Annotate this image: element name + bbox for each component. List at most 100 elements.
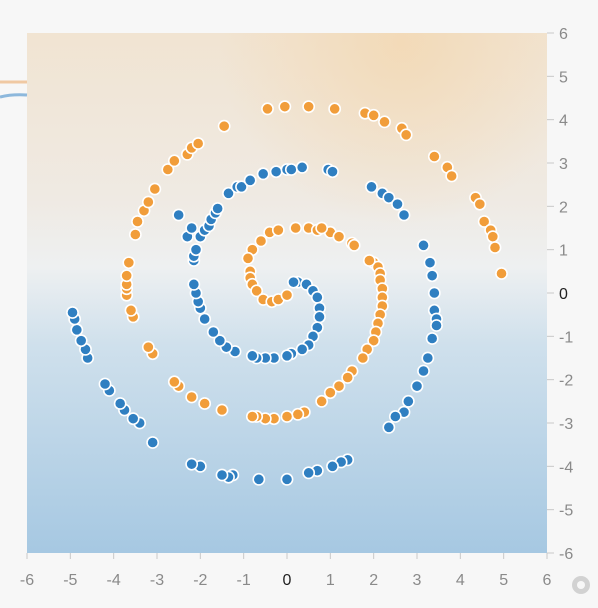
x-tick-label: -2: [193, 572, 207, 589]
decorative-line-blue: [0, 93, 28, 99]
x-tick-label: -3: [150, 572, 164, 589]
orange-data-point: [362, 254, 376, 267]
orange-data-point: [278, 100, 292, 114]
blue-data-point: [326, 165, 339, 179]
watermark: [572, 576, 590, 594]
blue-data-point: [113, 397, 127, 410]
orange-data-point: [124, 303, 138, 317]
orange-data-point: [347, 238, 361, 252]
blue-data-point: [417, 364, 430, 378]
orange-data-point: [254, 234, 268, 248]
orange-data-point: [477, 215, 491, 228]
blue-data-point: [213, 334, 227, 348]
y-tick-label: 6: [559, 26, 568, 43]
blue-data-point: [146, 436, 160, 449]
orange-data-point: [328, 102, 342, 116]
orange-data-point: [399, 128, 413, 142]
blue-data-point: [126, 412, 140, 426]
orange-data-point: [167, 154, 181, 168]
blue-data-point: [423, 256, 437, 270]
orange-data-point: [241, 251, 255, 265]
y-tick-label: -3: [559, 416, 573, 433]
y-tick-label: -5: [559, 503, 573, 520]
x-tick-label: 2: [369, 572, 378, 589]
x-axis: -6 -5 -4 -3 -2 -1 0 1 2 3 4 5 6: [20, 553, 552, 589]
x-tick-label: 0: [283, 572, 292, 589]
orange-data-point: [131, 215, 144, 228]
orange-data-point: [271, 223, 285, 237]
blue-data-point: [313, 310, 326, 324]
blue-data-point: [235, 180, 248, 194]
blue-data-point: [74, 334, 88, 348]
y-tick-label: -6: [559, 546, 573, 563]
blue-data-point: [222, 186, 235, 200]
orange-data-point: [323, 386, 337, 400]
blue-data-point: [211, 202, 225, 215]
blue-data-point: [302, 466, 316, 480]
y-tick-label: 2: [559, 199, 568, 216]
blue-data-point: [410, 379, 424, 393]
orange-data-point: [215, 403, 229, 417]
blue-data-point: [382, 420, 396, 434]
y-tick-label: 0: [559, 286, 568, 303]
orange-data-point: [302, 100, 316, 114]
orange-data-point: [141, 195, 155, 209]
orange-data-point: [245, 410, 259, 423]
blue-data-point: [365, 180, 378, 194]
blue-data-point: [185, 221, 199, 235]
blue-data-point: [172, 208, 186, 222]
blue-data-point: [185, 457, 199, 471]
orange-data-point: [280, 288, 294, 302]
orange-data-point: [261, 102, 274, 116]
orange-data-point: [161, 163, 175, 176]
blue-data-point: [70, 323, 84, 337]
wechat-logo-icon: [572, 576, 590, 594]
blue-data-point: [269, 165, 283, 179]
blue-data-point: [287, 275, 300, 289]
blue-data-point: [98, 377, 112, 391]
orange-data-point: [378, 115, 391, 129]
x-tick-label: 5: [499, 572, 508, 589]
blue-data-point: [391, 197, 404, 211]
blue-data-point: [256, 167, 270, 181]
y-tick-label: 1: [559, 243, 568, 260]
orange-data-point: [185, 390, 199, 404]
blue-data-point: [243, 173, 257, 187]
x-tick-label: 3: [413, 572, 422, 589]
y-axis: 6 5 4 3 2 1 0 -1 -2 -3 -4 -5 -6: [547, 26, 573, 563]
orange-data-point: [486, 230, 500, 244]
blue-data-point: [187, 277, 201, 291]
blue-data-point: [280, 472, 294, 486]
orange-data-point: [289, 221, 303, 235]
blue-data-point: [382, 191, 396, 205]
orange-data-point: [427, 150, 441, 163]
orange-data-point: [315, 394, 329, 408]
orange-data-point: [120, 269, 134, 283]
blue-data-point: [388, 410, 402, 423]
blue-data-point: [427, 286, 441, 300]
blue-data-point: [280, 349, 294, 363]
x-tick-label: 6: [543, 572, 552, 589]
orange-data-point: [356, 351, 370, 365]
orange-data-point: [217, 119, 231, 133]
orange-data-point: [167, 375, 181, 389]
blue-data-point: [401, 394, 415, 408]
orange-data-point: [445, 169, 459, 183]
x-tick-label: -1: [237, 572, 251, 589]
x-tick-label: -6: [20, 572, 34, 589]
y-tick-label: 4: [559, 113, 568, 130]
orange-data-point: [473, 197, 487, 211]
x-tick-label: -4: [107, 572, 121, 589]
x-tick-label: 4: [456, 572, 465, 589]
orange-data-point: [148, 182, 162, 196]
blue-data-point: [252, 472, 266, 486]
orange-data-point: [141, 340, 155, 354]
orange-data-point: [291, 407, 305, 421]
orange-data-point: [341, 371, 355, 384]
orange-data-point: [280, 410, 294, 423]
y-tick-label: 3: [559, 156, 568, 173]
y-tick-label: -4: [559, 459, 573, 476]
blue-data-point: [425, 269, 439, 283]
orange-data-point: [495, 267, 508, 280]
